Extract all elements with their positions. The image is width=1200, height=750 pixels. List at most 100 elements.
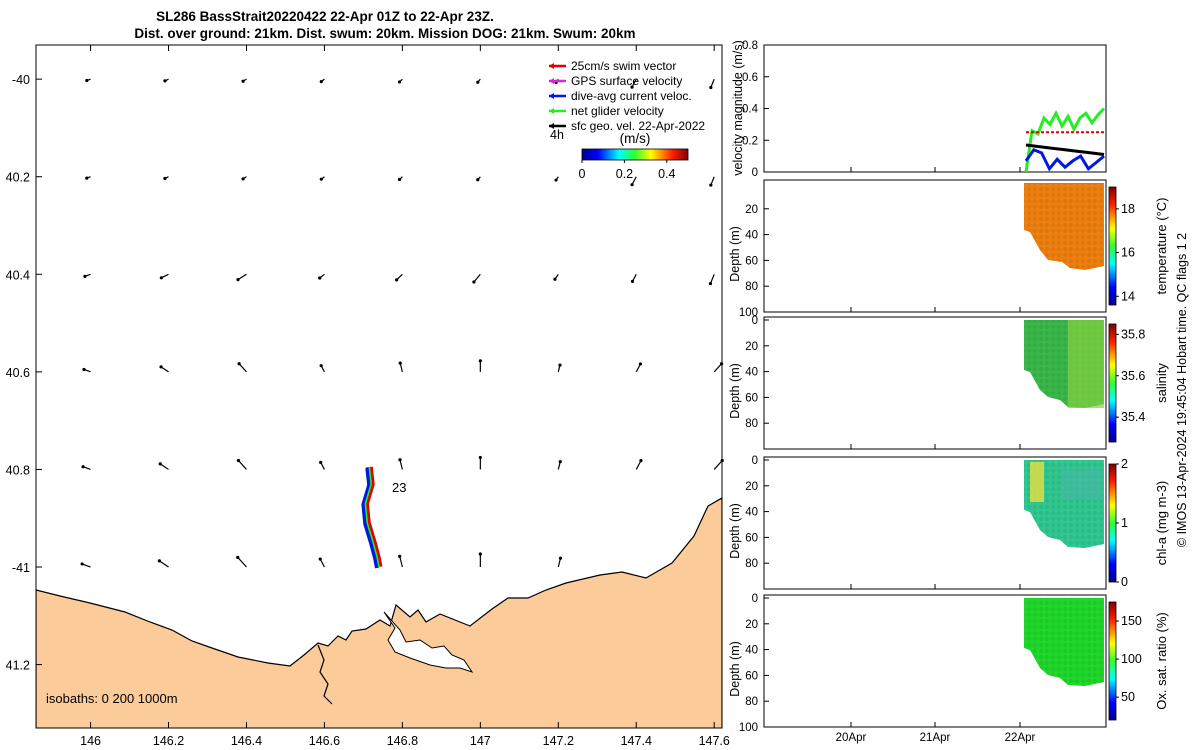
river [317,644,333,705]
map-x-tick-label: 147 [470,734,491,748]
geo-velocity-arrowhead [476,80,480,84]
geo-velocity-arrowhead [241,177,245,181]
geo-velocity-arrowhead [397,177,402,182]
map-y-tick-label: -40 [12,73,30,87]
map-y-tick-label: -41 [12,561,30,575]
chl-low-patch [1062,470,1102,500]
map-x-tick-label: 146.2 [153,734,184,748]
velocity-y-tick-label: 0.8 [742,40,758,52]
depth-tick-label: 0 [752,455,758,467]
velocity-panel: 0 0.2 0.4 0.6 0.8 velocity magnitude (m/s) [731,40,1107,179]
legend-arrowhead [549,63,554,69]
chl-maximum-patch [1030,462,1044,502]
geo-velocity-arrowhead [558,363,562,367]
depth-axis-label: Depth (m) [728,503,742,559]
depth-tick-label: 40 [745,645,758,657]
date-tick-label: 22Apr [1005,732,1036,744]
map-frame [35,44,723,729]
geo-velocity-arrowhead [241,79,245,83]
geo-velocity-arrowhead [82,367,86,372]
date-tick-label: 20Apr [836,732,867,744]
velocity-ylabel: velocity magnitude (m/s) [731,40,745,175]
velocity-y-tick-label: 0.2 [742,135,758,147]
geo-velocity-arrowhead [85,176,89,180]
geo-velocity-arrow [709,274,715,284]
velocity-y-tick-label: 0 [752,167,758,179]
depth-axis-label: Depth (m) [728,363,742,419]
track-current-vectors [361,467,379,569]
map-x-tick-label: 147.4 [621,734,652,748]
geo-velocity-arrow [713,460,723,470]
geo-velocity-arrow [237,556,247,568]
geo-velocity-arrow [713,363,723,373]
depth-tick-label: 100 [739,307,758,319]
map-x-tick-label: 146 [80,734,101,748]
colorbar-tick-label: 2 [1121,457,1128,471]
geo-velocity-arrowhead [163,79,167,83]
colorbar-tick-label: 150 [1121,614,1142,628]
geo-velocity-arrow [237,273,247,281]
geo-velocity-arrowhead [639,459,643,463]
colorbar-tick-label: 35.8 [1121,327,1145,341]
colorbar-tick-label: 0 [579,167,586,181]
geo-velocity-arrow [159,463,169,470]
geo-velocity-arrowhead [554,178,558,182]
isobath-caption: isobaths: 0 200 1000m [46,691,178,706]
geo-velocity-arrow [635,460,642,470]
geo-velocity-arrowhead [159,276,163,280]
depth-tick-label: 80 [745,281,758,293]
side-caption: © IMOS 13-Apr-2024 19:45:04 Hobart time.… [1175,233,1189,547]
track-net-velocity [364,466,380,568]
depth-tick-label: 80 [745,696,758,708]
geo-velocity-arrowhead [476,178,480,182]
map-x-tick-label: 146.8 [387,734,418,748]
colorbar-label: (m/s) [620,131,651,146]
geo-velocity-arrowhead [319,364,323,368]
track-end-label: 23 [392,480,406,495]
geo-velocity-arrowhead [630,85,634,89]
geo-velocity-arrowhead [83,274,87,278]
geo-velocity-arrowhead [478,455,482,460]
profile-panel: 20 40 60 80 100 Depth (m) 18 16 14 temperature (°… [728,179,1169,319]
velocity-series-line [1024,107,1106,173]
legend-arrowhead [549,78,554,84]
depth-axis-label: Depth (m) [728,641,742,697]
geo-velocity-arrowhead [472,280,476,284]
geo-velocity-arrowhead [319,460,323,464]
geo-velocity-arrowhead [720,458,724,463]
geo-velocity-arrow [238,363,247,373]
chart-title-line2: Dist. over ground: 21km. Dist. swum: 20k… [134,26,635,41]
geo-velocity-arrowhead [85,78,89,83]
geo-velocity-arrowhead [709,183,713,187]
legend-arrowhead [549,108,554,114]
map-x-tick-label: 146.6 [309,734,340,748]
geo-velocity-arrowhead [319,177,323,181]
velocity-series-line [1025,143,1105,156]
geo-velocity-arrow [159,560,169,568]
colorbar-tick-label: 0.4 [658,167,675,181]
map-y-tick-label: 40.6 [6,366,30,380]
colorbar-tick-label: 35.6 [1121,369,1145,383]
geo-velocity-arrowhead [630,279,635,283]
depth-tick-label: 0 [752,593,758,605]
map-x-tick-label: 147.6 [699,734,730,748]
legend-time-scale: 4h [550,128,564,142]
velocity-series-line [1024,147,1105,172]
geo-velocity-arrow [399,459,403,470]
map-colorbar [581,148,689,161]
geo-velocity-arrow [399,556,403,568]
depth-tick-label: 20 [745,341,758,353]
land-area [36,497,722,728]
geo-velocity-arrowhead [80,562,84,566]
legend-label: dive-avg current veloc. [571,89,692,103]
geo-velocity-arrowhead [157,559,162,563]
depth-axis-label: Depth (m) [728,226,742,282]
geo-velocity-arrowhead [708,281,713,286]
profile-section-texture [1024,598,1104,686]
profile-colorbar [1108,601,1117,721]
geo-velocity-arrow [473,273,481,283]
geo-velocity-arrowhead [709,85,713,90]
map-x-tick-label: 147.2 [543,734,574,748]
